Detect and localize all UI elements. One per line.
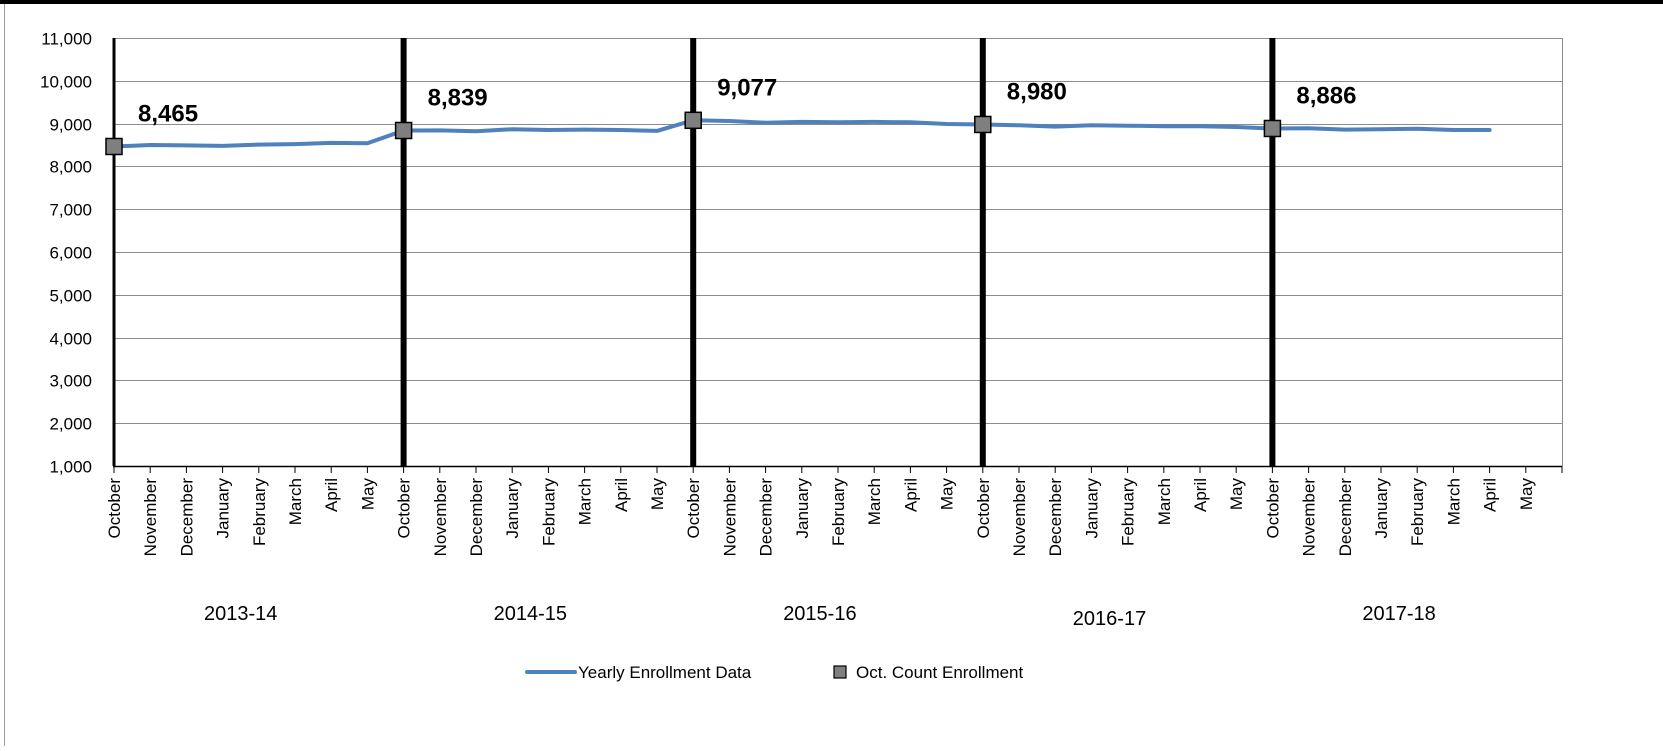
x-tick-label: December — [467, 478, 486, 557]
x-tick-label: April — [322, 478, 341, 512]
year-group-label: 2017-18 — [1362, 603, 1435, 625]
y-tick-label: 4,000 — [49, 330, 92, 349]
x-tick-label: November — [1010, 478, 1029, 557]
x-tick-label: May — [1227, 478, 1246, 511]
x-tick-label: January — [1372, 478, 1391, 539]
year-group-label: 2013-14 — [204, 603, 277, 625]
x-tick-label: October — [684, 478, 703, 539]
enrollment-line — [112, 118, 1492, 149]
x-tick-label: November — [431, 478, 450, 557]
y-tick-label: 2,000 — [49, 415, 92, 434]
x-tick-label: March — [286, 478, 305, 525]
x-tick-label: October — [1263, 478, 1282, 539]
x-tick-label: March — [1444, 478, 1463, 525]
x-tick-label: May — [1517, 478, 1536, 511]
y-tick-label: 3,000 — [49, 372, 92, 391]
x-tick-label: December — [757, 478, 776, 557]
x-tick-label: March — [865, 478, 884, 525]
x-tick-label: April — [901, 478, 920, 512]
x-tick-label: May — [648, 478, 667, 511]
y-tick-label: 5,000 — [49, 287, 92, 306]
x-tick-label: December — [1046, 478, 1065, 557]
x-tick-label: January — [503, 478, 522, 539]
x-tick-label: January — [214, 478, 233, 539]
x-tick-label: February — [829, 478, 848, 547]
oct-count-marker — [105, 137, 123, 156]
y-tick-label: 7,000 — [49, 201, 92, 220]
y-tick-label: 10,000 — [40, 73, 92, 92]
oct-count-label: 8,839 — [428, 84, 488, 111]
x-tick-label: December — [1336, 478, 1355, 557]
year-group-label: 2016-17 — [1073, 608, 1146, 630]
x-tick-label: December — [177, 478, 196, 557]
x-tick-label: January — [1082, 478, 1101, 539]
x-tick-label: October — [974, 478, 993, 539]
x-tick-label: May — [358, 478, 377, 511]
oct-count-marker — [394, 121, 413, 140]
oct-count-marker — [1263, 119, 1282, 138]
legend-marker-swatch — [833, 665, 847, 679]
top-border — [0, 0, 1663, 4]
y-tick-label: 11,000 — [41, 30, 92, 49]
oct-count-label: 8,465 — [138, 100, 198, 127]
year-group-label: 2014-15 — [494, 603, 567, 625]
x-tick-label: October — [395, 478, 414, 539]
x-tick-label: February — [539, 478, 558, 547]
oct-count-label: 9,077 — [717, 74, 777, 101]
x-tick-label: May — [938, 478, 957, 511]
y-tick-label: 6,000 — [49, 244, 92, 263]
x-tick-label: February — [1408, 478, 1427, 547]
x-tick-label: January — [793, 478, 812, 539]
x-tick-label: April — [612, 478, 631, 512]
oct-count-label: 8,980 — [1007, 78, 1067, 105]
y-tick-label: 8,000 — [49, 158, 92, 177]
x-tick-label: February — [250, 478, 269, 547]
x-tick-label: April — [1191, 478, 1210, 512]
y-tick-label: 9,000 — [49, 116, 92, 135]
year-group-label: 2015-16 — [783, 603, 856, 625]
oct-count-marker — [974, 115, 992, 134]
x-tick-label: November — [720, 478, 739, 557]
x-tick-label: November — [141, 478, 160, 557]
y-tick-label: 1,000 — [49, 458, 92, 477]
x-tick-label: November — [1300, 478, 1319, 557]
x-tick-label: March — [1155, 478, 1174, 525]
x-tick-label: October — [105, 478, 124, 539]
x-tick-label: February — [1119, 478, 1138, 547]
legend-label-yearly: Yearly Enrollment Data — [578, 663, 752, 682]
x-tick-label: April — [1481, 478, 1500, 512]
oct-count-marker — [684, 111, 702, 130]
legend-label-oct: Oct. Count Enrollment — [856, 663, 1024, 682]
oct-count-label: 8,886 — [1296, 82, 1356, 109]
x-tick-label: March — [576, 478, 595, 525]
